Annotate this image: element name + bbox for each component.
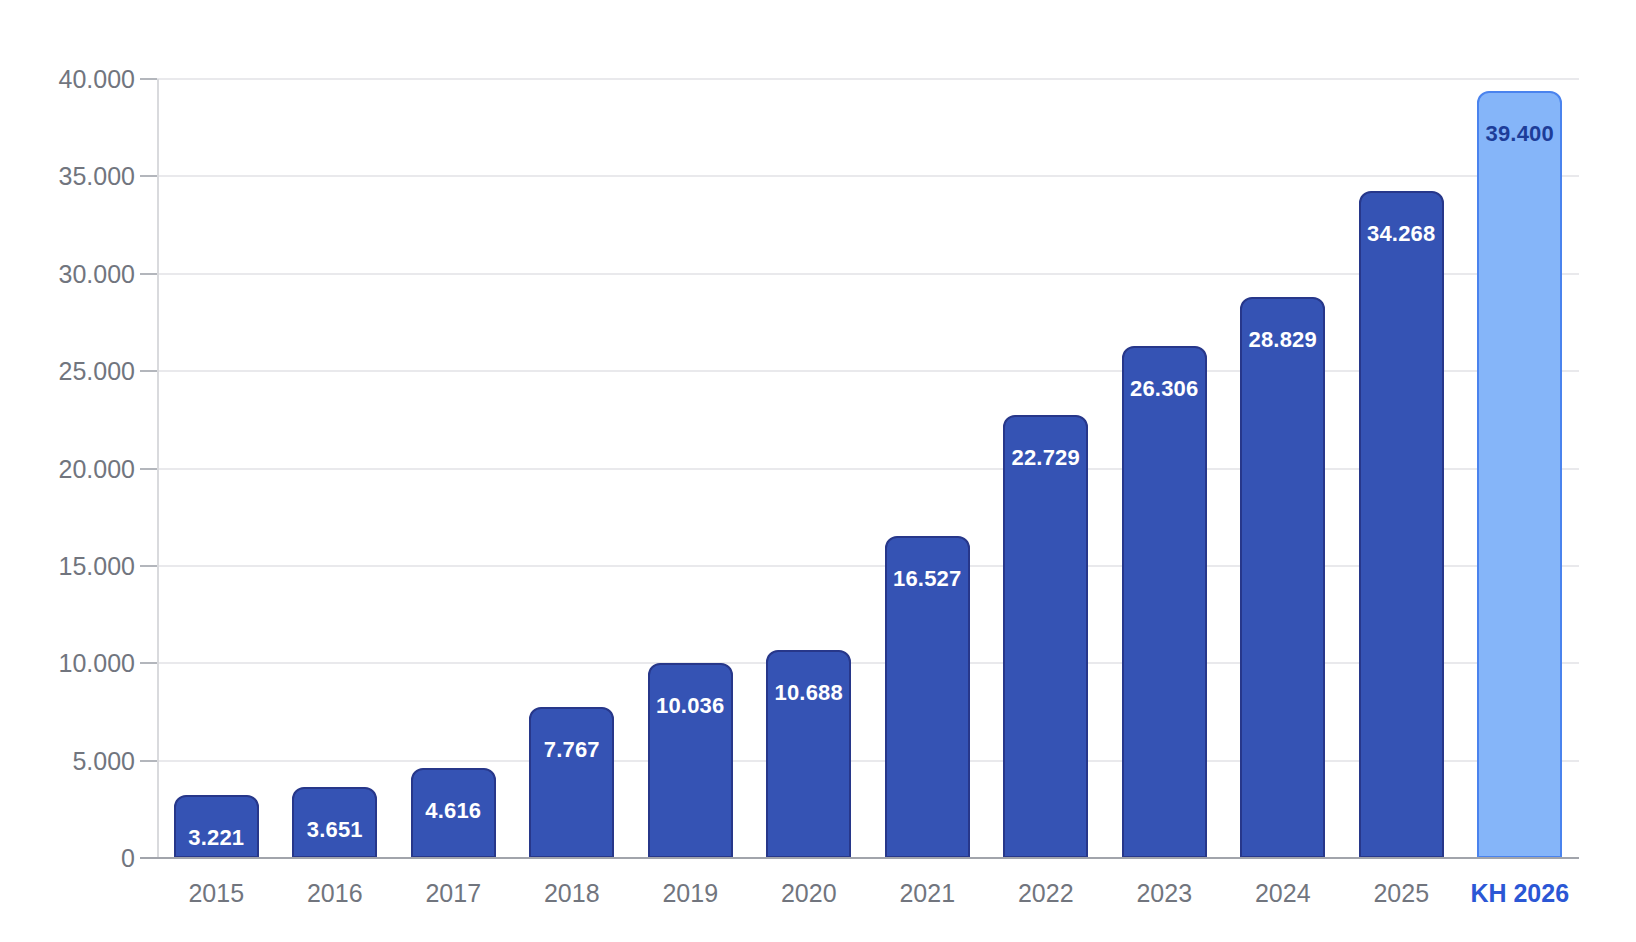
bar-value-label: 26.306 xyxy=(1124,376,1205,402)
y-tick-label: 15.000 xyxy=(0,551,135,581)
x-axis-baseline xyxy=(140,857,1579,859)
bar-value-label: 3.651 xyxy=(294,817,375,843)
bar-value-label: 3.221 xyxy=(176,825,257,851)
bar-chart: 0 5.000 10.000 15.000 20.000 25.000 30.000 35.0… xyxy=(0,0,1636,942)
bar-2016[interactable]: 3.651 xyxy=(292,787,377,858)
x-axis-label-2020: 2020 xyxy=(750,878,869,908)
bar-2025[interactable]: 34.268 xyxy=(1359,191,1444,858)
x-axis-label-kh-2026: KH 2026 xyxy=(1461,878,1580,908)
bar-2018[interactable]: 7.767 xyxy=(529,707,614,858)
x-axis-label-2018: 2018 xyxy=(513,878,632,908)
bar-2023[interactable]: 26.306 xyxy=(1122,346,1207,858)
gridline xyxy=(157,78,1579,80)
y-axis-tick xyxy=(140,370,157,372)
bar-kh-2026[interactable]: 39.400 xyxy=(1477,91,1562,858)
bar-2021[interactable]: 16.527 xyxy=(885,536,970,858)
y-tick-label: 0 xyxy=(0,843,135,873)
x-axis-label-2016: 2016 xyxy=(276,878,395,908)
y-axis-tick xyxy=(140,273,157,275)
bar-2015[interactable]: 3.221 xyxy=(174,795,259,858)
y-axis-tick xyxy=(140,662,157,664)
bar-value-label: 16.527 xyxy=(887,566,968,592)
x-axis-label-2023: 2023 xyxy=(1105,878,1224,908)
bar-value-label: 28.829 xyxy=(1242,327,1323,353)
x-axis-label-2015: 2015 xyxy=(157,878,276,908)
y-axis-line xyxy=(157,79,159,858)
y-axis-tick xyxy=(140,78,157,80)
bar-2017[interactable]: 4.616 xyxy=(411,768,496,858)
y-tick-label: 5.000 xyxy=(0,746,135,776)
x-axis-label-2017: 2017 xyxy=(394,878,513,908)
y-tick-label: 30.000 xyxy=(0,259,135,289)
x-axis-label-2022: 2022 xyxy=(987,878,1106,908)
bar-value-label: 4.616 xyxy=(413,798,494,824)
y-tick-label: 35.000 xyxy=(0,161,135,191)
y-axis-tick xyxy=(140,468,157,470)
y-axis-tick xyxy=(140,175,157,177)
bar-value-label: 34.268 xyxy=(1361,221,1442,247)
gridline xyxy=(157,175,1579,177)
y-axis-tick xyxy=(140,760,157,762)
bar-value-label: 10.688 xyxy=(768,680,849,706)
bar-2024[interactable]: 28.829 xyxy=(1240,297,1325,858)
y-tick-label: 25.000 xyxy=(0,356,135,386)
x-axis-label-2025: 2025 xyxy=(1342,878,1461,908)
bar-value-label: 39.400 xyxy=(1479,121,1560,147)
x-axis-label-2021: 2021 xyxy=(868,878,987,908)
bar-2020[interactable]: 10.688 xyxy=(766,650,851,858)
bar-value-label: 7.767 xyxy=(531,737,612,763)
x-axis-label-2019: 2019 xyxy=(631,878,750,908)
y-tick-label: 10.000 xyxy=(0,648,135,678)
y-tick-label: 40.000 xyxy=(0,64,135,94)
bar-value-label: 10.036 xyxy=(650,693,731,719)
x-axis-label-2024: 2024 xyxy=(1224,878,1343,908)
y-tick-label: 20.000 xyxy=(0,454,135,484)
bar-2022[interactable]: 22.729 xyxy=(1003,415,1088,858)
bar-2019[interactable]: 10.036 xyxy=(648,663,733,858)
y-axis-tick xyxy=(140,565,157,567)
bar-value-label: 22.729 xyxy=(1005,445,1086,471)
